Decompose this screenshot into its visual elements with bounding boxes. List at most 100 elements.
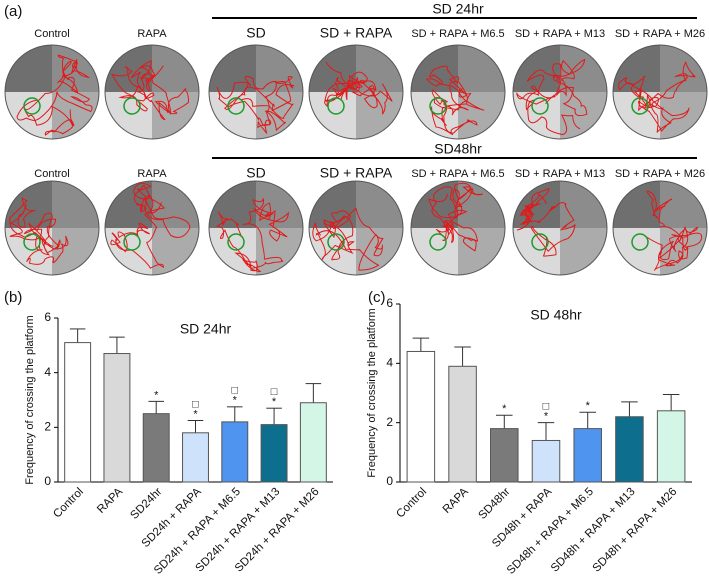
significance-marker: □ xyxy=(271,386,278,398)
quadrant xyxy=(356,45,403,92)
bar xyxy=(656,410,686,483)
swim-path xyxy=(312,207,384,271)
condition-label: SD + RAPA + M13 xyxy=(515,168,605,180)
y-tick-label: 6 xyxy=(386,296,393,310)
platform xyxy=(429,97,447,115)
maze-border xyxy=(4,180,100,276)
x-tick-label: SD48hr xyxy=(476,486,512,522)
condition-label: SD + RAPA + M6.5 xyxy=(411,168,504,180)
y-tick-label: 2 xyxy=(386,415,393,429)
panel-label: (a) xyxy=(4,3,22,20)
quadrant xyxy=(52,181,99,228)
bar xyxy=(573,428,602,483)
swim-path xyxy=(516,58,588,136)
maze-border xyxy=(410,180,506,276)
bar xyxy=(221,421,249,483)
quadrant xyxy=(309,181,356,228)
y-axis-title: Frequency of crossing the platform xyxy=(24,315,36,484)
platform xyxy=(327,233,345,251)
bar xyxy=(406,350,436,483)
bar xyxy=(142,413,170,483)
condition-label: Control xyxy=(34,168,69,180)
maze-border xyxy=(308,180,404,276)
platform xyxy=(123,97,141,115)
platform xyxy=(123,233,141,251)
condition-label: SD xyxy=(246,165,265,181)
bar xyxy=(299,402,327,483)
maze-border xyxy=(308,44,404,140)
panel-label: (b) xyxy=(4,289,22,306)
quadrant xyxy=(660,181,707,228)
chart-title: SD 24hr xyxy=(180,321,232,337)
maze-border xyxy=(612,180,708,276)
quadrant xyxy=(256,45,303,92)
quadrant xyxy=(660,92,707,139)
swim-path xyxy=(516,188,576,257)
maze xyxy=(513,45,607,139)
y-tick-label: 0 xyxy=(44,474,51,488)
condition-label: SD + RAPA xyxy=(320,25,393,41)
swim-path xyxy=(644,190,703,271)
bar xyxy=(260,424,288,483)
x-tick-label: RAPA xyxy=(95,486,125,516)
maze-border xyxy=(410,44,506,140)
quadrant xyxy=(5,45,52,92)
y-tick-label: 4 xyxy=(386,356,393,370)
x-tick-label: SD48h + RAPA + M26 xyxy=(591,486,680,575)
platform xyxy=(23,233,41,251)
quadrant xyxy=(209,181,256,228)
chart-title: SD 48hr xyxy=(530,307,582,323)
condition-label: SD xyxy=(246,25,265,41)
platform xyxy=(531,97,549,115)
significance-marker: □ xyxy=(192,398,199,410)
x-tick-label: Control xyxy=(394,486,429,521)
y-tick-label: 6 xyxy=(44,310,51,324)
y-tick-label: 4 xyxy=(44,365,51,379)
group-label: SD48hr xyxy=(434,141,482,157)
swim-path xyxy=(16,54,93,136)
x-tick-label: SD48h + RAPA + M6.5 xyxy=(505,486,596,576)
y-tick-label: 2 xyxy=(44,420,51,434)
condition-label: RAPA xyxy=(137,28,167,40)
quadrant xyxy=(152,181,199,228)
quadrant xyxy=(256,92,303,139)
maze-border xyxy=(512,44,608,140)
quadrant xyxy=(356,92,403,139)
x-tick-label: Control xyxy=(51,486,86,521)
maze-border xyxy=(512,180,608,276)
quadrant xyxy=(152,228,199,275)
condition-label: RAPA xyxy=(137,168,167,180)
significance-marker: □ xyxy=(231,385,238,397)
bar xyxy=(64,342,92,483)
quadrant xyxy=(560,45,607,92)
quadrant xyxy=(458,228,505,275)
significance-marker: * xyxy=(154,389,159,401)
significance-marker: * xyxy=(544,411,549,423)
swim-path xyxy=(425,65,485,136)
x-tick-label: SD24hr xyxy=(128,486,164,522)
swim-path xyxy=(111,60,190,121)
maze-border xyxy=(4,44,100,140)
quadrant xyxy=(613,181,660,228)
swim-path xyxy=(216,76,295,134)
maze-border xyxy=(612,44,708,140)
maze-border xyxy=(104,180,200,276)
platform xyxy=(631,97,649,115)
x-tick-label: RAPA xyxy=(441,486,471,516)
quadrant xyxy=(209,45,256,92)
platform xyxy=(631,233,649,251)
swim-path xyxy=(216,198,289,273)
swim-path xyxy=(9,197,69,265)
condition-label: Control xyxy=(34,28,69,40)
bar xyxy=(448,365,477,483)
y-axis-title: Frequency of crossing the platform xyxy=(366,308,378,477)
x-tick-label: SD48h + RAPA + M13 xyxy=(549,486,638,575)
swim-path xyxy=(618,61,696,133)
bar xyxy=(490,428,519,483)
quadrant xyxy=(560,181,607,228)
y-tick-label: 0 xyxy=(386,474,393,488)
significance-marker: * xyxy=(233,395,238,407)
swim-path xyxy=(428,182,483,252)
platform xyxy=(429,233,447,251)
